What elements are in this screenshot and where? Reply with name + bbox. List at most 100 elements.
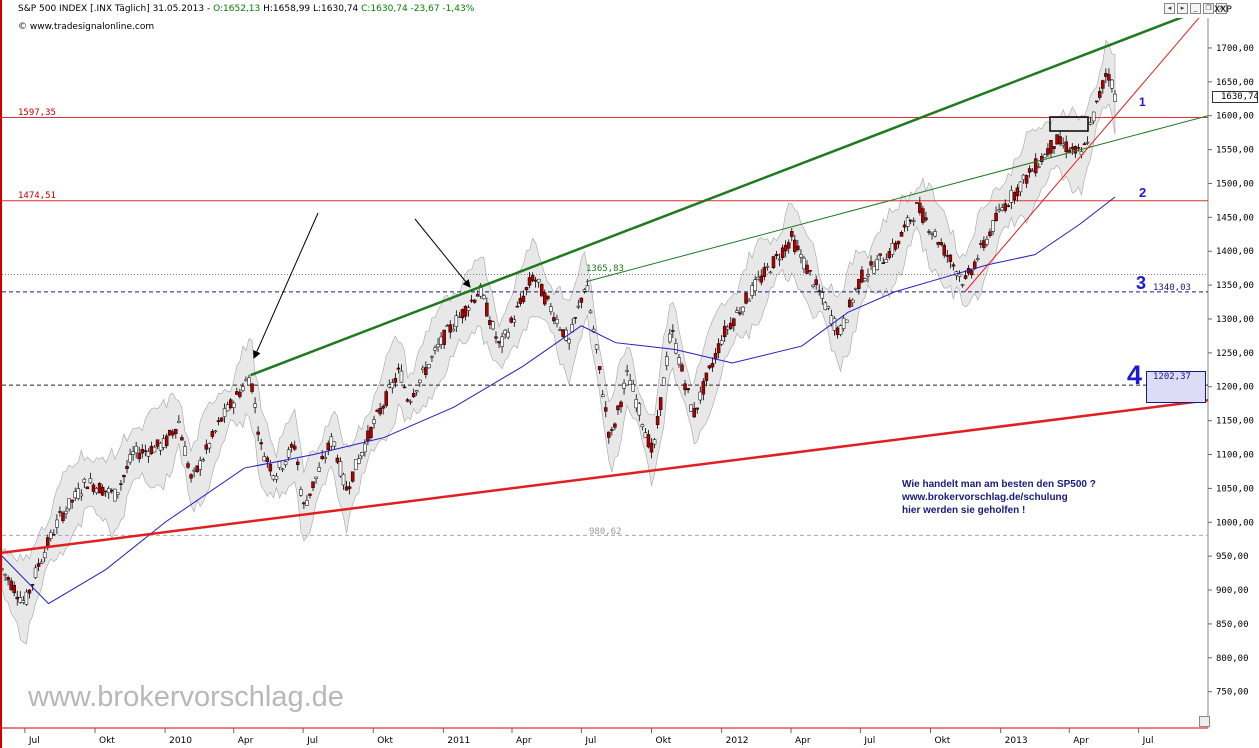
x-tick-label: Jul	[1142, 736, 1154, 746]
candle-body	[506, 332, 510, 338]
candle-body	[686, 388, 690, 391]
restore-icon[interactable]: ❐	[1203, 3, 1214, 14]
candle-body	[756, 276, 760, 280]
candle-body	[1040, 155, 1044, 162]
candle-body	[576, 305, 581, 308]
candle-body	[253, 403, 257, 408]
candle-body	[729, 322, 733, 329]
candle-body	[747, 299, 751, 302]
candle-body	[164, 435, 169, 446]
candle-body	[905, 217, 910, 227]
scroll-left-icon[interactable]: ◂	[1164, 3, 1175, 14]
trendline-steep-support	[964, 18, 1200, 293]
candle-body	[1043, 154, 1047, 158]
candle-body	[277, 461, 282, 468]
candle-body	[411, 393, 416, 398]
candle-body	[1091, 111, 1096, 122]
candle-body	[823, 302, 828, 310]
candle-body	[963, 275, 968, 279]
candle-body	[875, 259, 879, 271]
candle-body	[448, 324, 452, 333]
candle-body	[85, 486, 90, 490]
candle-body	[1070, 146, 1075, 150]
candle-body	[88, 478, 93, 484]
candle-body	[796, 245, 800, 251]
header-open: O:1652,13	[213, 4, 261, 14]
candle-body	[561, 329, 565, 337]
minimize-icon[interactable]: _	[1190, 3, 1201, 14]
annotation-arrow-1	[253, 212, 319, 359]
candle-body	[872, 266, 876, 274]
candle-body	[360, 452, 364, 457]
candle-body	[152, 446, 157, 453]
scroll-right-icon[interactable]: ▸	[1177, 3, 1188, 14]
candle-body	[21, 600, 26, 603]
candle-body	[30, 584, 35, 586]
candle-body	[771, 256, 776, 269]
close-icon[interactable]: ×	[1216, 3, 1227, 14]
candle-body	[719, 340, 724, 345]
promo-line-2[interactable]: www.brokervorschlag.de/schulung	[902, 492, 1068, 503]
candle-body	[189, 474, 193, 479]
candle-body	[256, 431, 260, 435]
candle-body	[768, 271, 773, 274]
candle-body	[259, 442, 263, 445]
candle-body	[1055, 134, 1059, 145]
candle-body	[174, 428, 178, 434]
y-tick-label: 1000,00	[1216, 518, 1254, 528]
candle-body	[67, 498, 71, 510]
candle-body	[622, 382, 626, 389]
candle-body	[140, 449, 145, 454]
header-title: S&P 500 INDEX [.INX Täglich] 31.05.2013 …	[18, 4, 214, 14]
candle-body	[198, 460, 202, 470]
candle-body	[1073, 146, 1078, 154]
candle-body	[329, 436, 334, 447]
x-tick-label: Apr	[516, 736, 532, 746]
candle-body	[902, 224, 907, 228]
level-4-value: 1202,37	[1146, 371, 1206, 403]
candle-body	[893, 242, 898, 250]
candle-body	[494, 336, 498, 339]
candle-body	[777, 258, 782, 261]
candle-body	[543, 292, 547, 305]
candle-body	[475, 294, 480, 297]
candle-body	[704, 372, 709, 381]
candle-body	[110, 489, 114, 492]
x-tick-label: Jul	[306, 736, 318, 746]
y-tick-label: 1650,00	[1216, 78, 1254, 88]
candle-body	[488, 319, 492, 325]
candle-body	[698, 391, 703, 401]
candle-body	[594, 344, 599, 350]
candle-body	[817, 290, 821, 293]
candle-body	[805, 264, 809, 274]
candle-body	[786, 242, 791, 249]
level-3-label: 3	[1136, 273, 1147, 293]
candle-body	[527, 277, 532, 286]
candle-body	[976, 258, 980, 260]
candle-body	[204, 444, 209, 450]
candle-body	[899, 232, 904, 237]
candle-body	[79, 493, 84, 497]
last-price-tag: 1630,74	[1212, 91, 1258, 103]
y-tick-label: 1150,00	[1216, 417, 1254, 427]
candle-body	[55, 519, 59, 528]
candle-body	[49, 532, 53, 539]
candle-body	[390, 382, 395, 389]
corner-box	[1208, 730, 1220, 741]
candle-body	[64, 510, 68, 515]
candle-body	[783, 244, 788, 252]
y-tick-label: 1100,00	[1216, 451, 1254, 461]
candle-body	[235, 391, 239, 395]
candle-body	[384, 391, 388, 406]
candle-body	[317, 467, 321, 472]
candle-body	[311, 481, 315, 488]
candle-body	[1088, 122, 1093, 125]
candle-body	[466, 307, 471, 311]
candle-body	[1003, 203, 1007, 211]
candle-body	[979, 243, 983, 245]
resize-handle-icon[interactable]	[1199, 716, 1210, 727]
candle-body	[552, 317, 556, 322]
candle-body	[530, 275, 535, 282]
candle-body	[274, 475, 279, 480]
candle-body	[228, 399, 233, 409]
